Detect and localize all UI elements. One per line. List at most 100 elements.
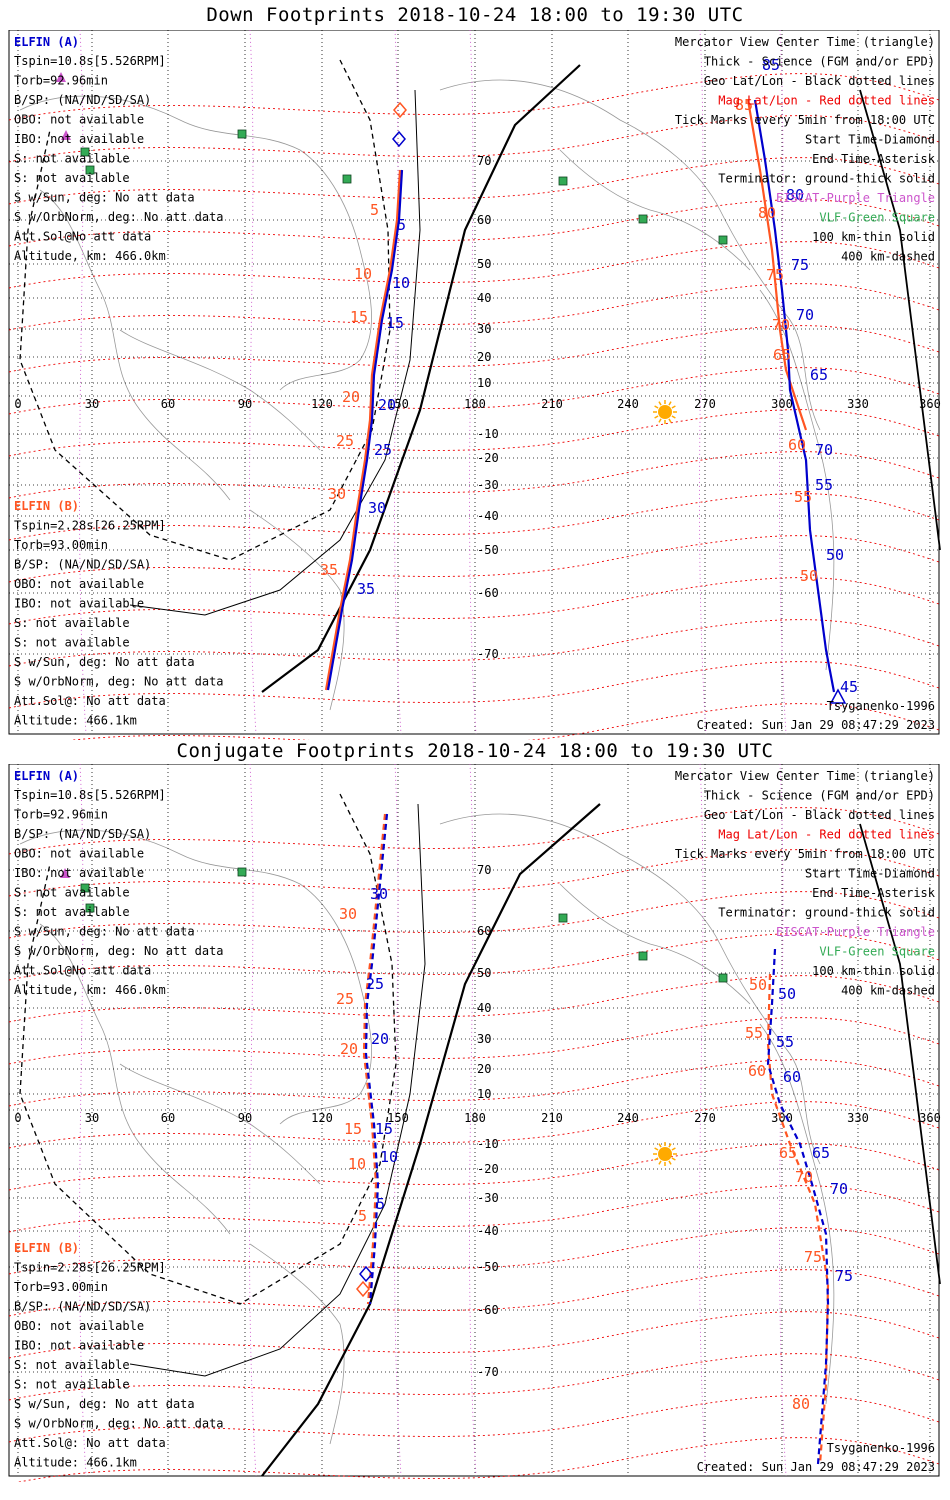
time-tick-label-a: 85 — [762, 56, 780, 74]
time-tick-label-b: 10 — [348, 1155, 366, 1173]
sat-b-name: ELFIN (B) — [14, 1241, 79, 1255]
lat-label: 10 — [477, 1087, 491, 1101]
time-tick-label-a: 65 — [810, 366, 828, 384]
time-tick-label-b: 15 — [344, 1120, 362, 1138]
lon-label: 90 — [238, 397, 252, 411]
terminator-ground — [261, 64, 581, 693]
sat-a-info-line: IBO: not available — [14, 866, 144, 880]
sat-a-info-line: Altitude, km: 466.0km — [14, 983, 166, 997]
time-tick-label-b: 80 — [758, 204, 776, 222]
eiscat-station-marker — [56, 72, 66, 82]
sun-ray — [654, 415, 659, 419]
time-tick-label-b: 85 — [735, 96, 753, 114]
lon-label: 300 — [771, 1111, 793, 1125]
mag-lon-line — [79, 764, 87, 1477]
sat-b-info-line: Torb=93.00min — [14, 1280, 108, 1294]
vlf-station-marker — [558, 176, 568, 186]
lat-label: 40 — [477, 291, 491, 305]
vlf-station-marker — [558, 913, 568, 923]
panel-title: Conjugate Footprints 2018-10-24 18:00 to… — [176, 740, 774, 762]
sat-b-info-line: S: not available — [14, 636, 130, 650]
lat-label: -30 — [477, 478, 499, 492]
sat-b-info-line: IBO: not available — [14, 1339, 144, 1353]
sun-ray — [668, 1143, 672, 1148]
lat-label: -70 — [477, 647, 499, 661]
sat-a-info-line: S: not available — [14, 886, 130, 900]
time-tick-label-b: 35 — [320, 561, 338, 579]
lat-label: -10 — [477, 1137, 499, 1151]
lon-label: 270 — [694, 1111, 716, 1125]
lon-label: 300 — [771, 397, 793, 411]
terminator-400km — [19, 793, 397, 1305]
lon-label: 30 — [85, 397, 99, 411]
lat-label: 70 — [477, 154, 491, 168]
start-diamond-marker — [393, 101, 407, 119]
sat-b-info-line: S w/Sun, deg: No att data — [14, 1397, 195, 1411]
time-tick-label-a: 15 — [375, 1120, 393, 1138]
sat-a-info-line: S: not available — [14, 171, 130, 185]
time-tick-label-a: 60 — [783, 1068, 801, 1086]
terminator-ground — [859, 89, 941, 551]
lat-label: 60 — [477, 213, 491, 227]
time-tick-label-b: 5 — [370, 201, 379, 219]
time-tick-label-b: 25 — [336, 432, 354, 450]
sat-a-info-line: Att.Sol@No att data — [14, 964, 151, 978]
sat-a-info-line: S w/OrbNorm, deg: No att data — [14, 944, 224, 958]
sat-a-info-line: Att.Sol@No att data — [14, 230, 151, 244]
time-tick-label-b: 5 — [358, 1207, 367, 1225]
legend-line: Start Time-Diamond — [805, 133, 935, 147]
mag-lon-line — [394, 30, 402, 735]
sat-b-info-line: Att.Sol@: No att data — [14, 694, 166, 708]
legend-line: EISCAT-Purple Triangle — [776, 191, 935, 205]
time-tick-label-b: 75 — [804, 1248, 822, 1266]
sat-b-info-line: Tspin=2.28s[26.25RPM] — [14, 519, 166, 533]
sat-b-info-line: OBO: not available — [14, 577, 144, 591]
created-timestamp: Created: Sun Jan 29 08:47:29 2023 — [697, 718, 935, 732]
time-tick-label-a: 35 — [357, 580, 375, 598]
lat-label: -50 — [477, 543, 499, 557]
coastline — [759, 1023, 835, 1405]
sat-b-info-line: S: not available — [14, 616, 130, 630]
sun-icon — [658, 405, 672, 419]
sun-ray — [658, 1160, 662, 1165]
terminator-ground — [859, 823, 941, 1285]
legend-line: 100 km-thin solid — [812, 964, 935, 978]
sat-a-info-line: Altitude, km: 466.0km — [14, 249, 166, 263]
sat-b-info-line: IBO: not available — [14, 597, 144, 611]
legend-line: 400 km-dashed — [841, 250, 935, 264]
lon-label: 360 — [919, 397, 941, 411]
mag-lon-line — [779, 764, 787, 1477]
sat-b-info-line: S w/OrbNorm, deg: No att data — [14, 675, 224, 689]
time-tick-label-a: 25 — [366, 975, 384, 993]
eiscat-station-marker — [61, 130, 71, 140]
time-tick-label-b: 30 — [339, 905, 357, 923]
time-tick-label-a: 10 — [380, 1148, 398, 1166]
legend-line: Thick - Science (FGM and/or EPD) — [704, 789, 935, 803]
time-tick-label-a: 20 — [378, 396, 396, 414]
footprint-track-b — [324, 169, 402, 691]
lat-label: 30 — [477, 322, 491, 336]
time-tick-label-a: 45 — [840, 678, 858, 696]
map-frame — [8, 30, 940, 735]
sat-a-info-line: B/SP: (NA/ND/SD/SA) — [14, 93, 151, 107]
sun-ray — [668, 401, 672, 406]
sun-icon — [658, 1147, 672, 1161]
lat-label: -70 — [477, 1365, 499, 1379]
time-tick-label-a: 70 — [815, 441, 833, 459]
legend-line: Terminator: ground-thick solid — [718, 172, 935, 186]
legend-line: End Time-Asterisk — [812, 152, 936, 166]
time-tick-label-a: 50 — [826, 546, 844, 564]
time-tick-label-b: 50 — [800, 567, 818, 585]
time-tick-label-b: 60 — [788, 436, 806, 454]
panel-title: Down Footprints 2018-10-24 18:00 to 19:3… — [206, 4, 744, 26]
terminator-100km — [129, 803, 426, 1377]
legend-line: Tick Marks every 5min from 18:00 UTC — [675, 847, 935, 861]
legend-line: Mag Lat/Lon - Red dotted lines — [718, 828, 935, 842]
sun-ray — [654, 405, 659, 409]
sat-a-info-line: S: not available — [14, 905, 130, 919]
lat-label: -50 — [477, 1260, 499, 1274]
lat-label: 20 — [477, 1062, 491, 1076]
mag-lon-line — [469, 764, 477, 1477]
time-tick-label-b: 65 — [773, 346, 791, 364]
vlf-station-marker — [638, 951, 648, 961]
